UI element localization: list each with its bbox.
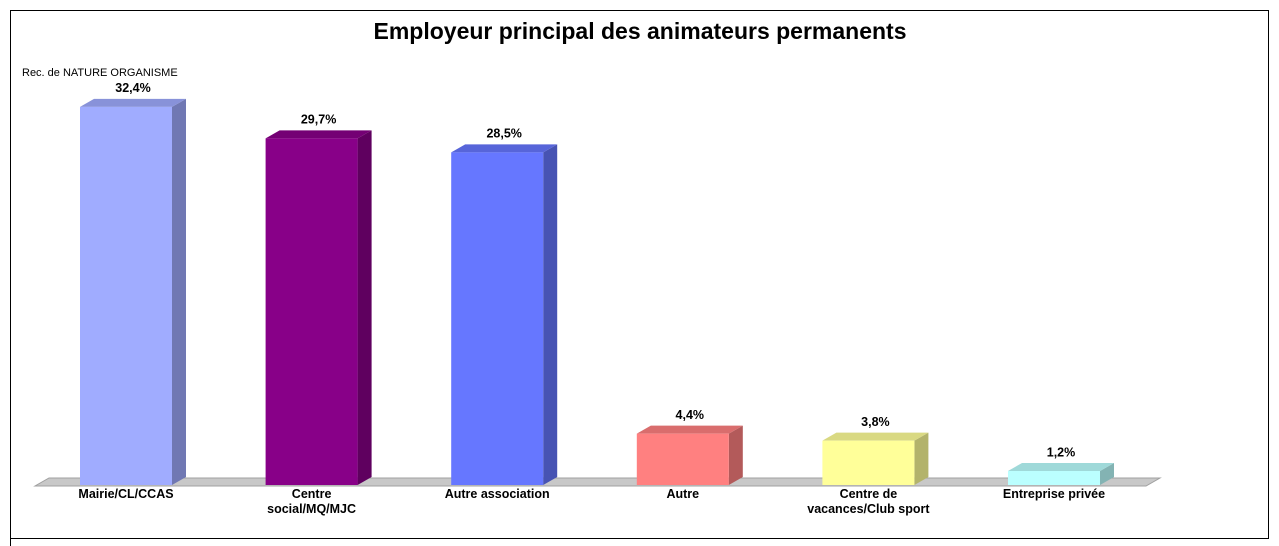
x-tick-label: Autre (666, 487, 700, 501)
x-tick-label: Centre de vacances/Club sport (807, 487, 930, 516)
bar-side (728, 425, 743, 485)
bar-top (636, 425, 743, 434)
bar-side (172, 98, 186, 485)
value-label: 1,2% (1047, 445, 1076, 459)
bar-top (80, 98, 186, 107)
value-label: 4,4% (676, 408, 705, 422)
bar (451, 152, 544, 485)
field-label: Rec. de NATURE ORGANISME (22, 67, 178, 79)
bar-top (451, 144, 558, 153)
x-tick-label: Mairie/CL/CCAS (78, 487, 174, 501)
bar-top (265, 130, 372, 139)
chart-title: Employeur principal des animateurs perma… (374, 18, 907, 44)
floor (33, 477, 1162, 487)
bar (80, 106, 172, 485)
bar-top (822, 432, 929, 441)
x-tick-label: Entreprise privée (1002, 487, 1106, 501)
bar-side (1100, 462, 1114, 485)
bar-top (1008, 462, 1114, 471)
value-label: 28,5% (486, 127, 521, 141)
value-label: 3,8% (861, 415, 890, 429)
bar-side (357, 130, 372, 485)
bar-side (914, 432, 929, 485)
bar (265, 138, 358, 485)
bar (636, 433, 729, 485)
x-tick-label: Autre association (444, 487, 550, 501)
x-tick-label: Centre social/MQ/MJC (267, 487, 357, 516)
bar-side (543, 144, 558, 485)
value-label: 32,4% (115, 81, 150, 95)
frame (10, 10, 1269, 539)
value-label: 29,7% (301, 113, 336, 127)
bar (822, 440, 915, 485)
bar (1008, 470, 1100, 485)
